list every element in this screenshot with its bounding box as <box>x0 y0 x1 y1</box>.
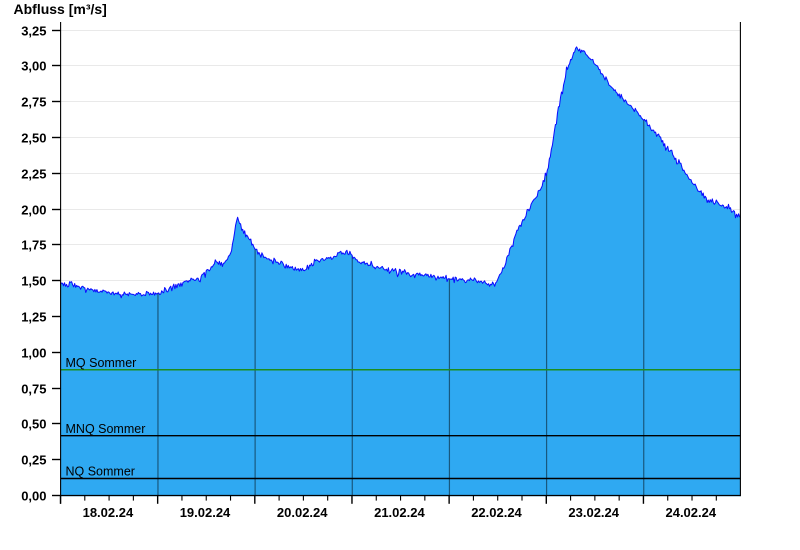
svg-text:2,25: 2,25 <box>21 166 46 181</box>
svg-text:Abfluss [m³/s]: Abfluss [m³/s] <box>14 1 107 17</box>
svg-text:1,75: 1,75 <box>21 237 46 252</box>
svg-text:1,25: 1,25 <box>21 309 46 324</box>
svg-text:22.02.24: 22.02.24 <box>471 505 522 520</box>
svg-text:19.02.24: 19.02.24 <box>180 505 231 520</box>
svg-text:0,00: 0,00 <box>21 488 46 503</box>
svg-text:18.02.24: 18.02.24 <box>83 505 134 520</box>
svg-text:20.02.24: 20.02.24 <box>277 505 328 520</box>
svg-text:2,00: 2,00 <box>21 202 46 217</box>
svg-text:2,75: 2,75 <box>21 94 46 109</box>
svg-text:0,25: 0,25 <box>21 452 46 467</box>
svg-text:MNQ Sommer: MNQ Sommer <box>66 422 146 436</box>
svg-text:1,00: 1,00 <box>21 345 46 360</box>
svg-text:0,50: 0,50 <box>21 416 46 431</box>
svg-text:23.02.24: 23.02.24 <box>568 505 619 520</box>
svg-text:3,25: 3,25 <box>21 23 46 38</box>
svg-text:1,50: 1,50 <box>21 273 46 288</box>
svg-text:24.02.24: 24.02.24 <box>665 505 716 520</box>
svg-text:NQ Sommer: NQ Sommer <box>66 465 135 479</box>
svg-text:MQ Sommer: MQ Sommer <box>66 356 137 370</box>
svg-text:0,75: 0,75 <box>21 381 46 396</box>
svg-text:2,50: 2,50 <box>21 130 46 145</box>
svg-text:3,00: 3,00 <box>21 58 46 73</box>
svg-text:21.02.24: 21.02.24 <box>374 505 425 520</box>
